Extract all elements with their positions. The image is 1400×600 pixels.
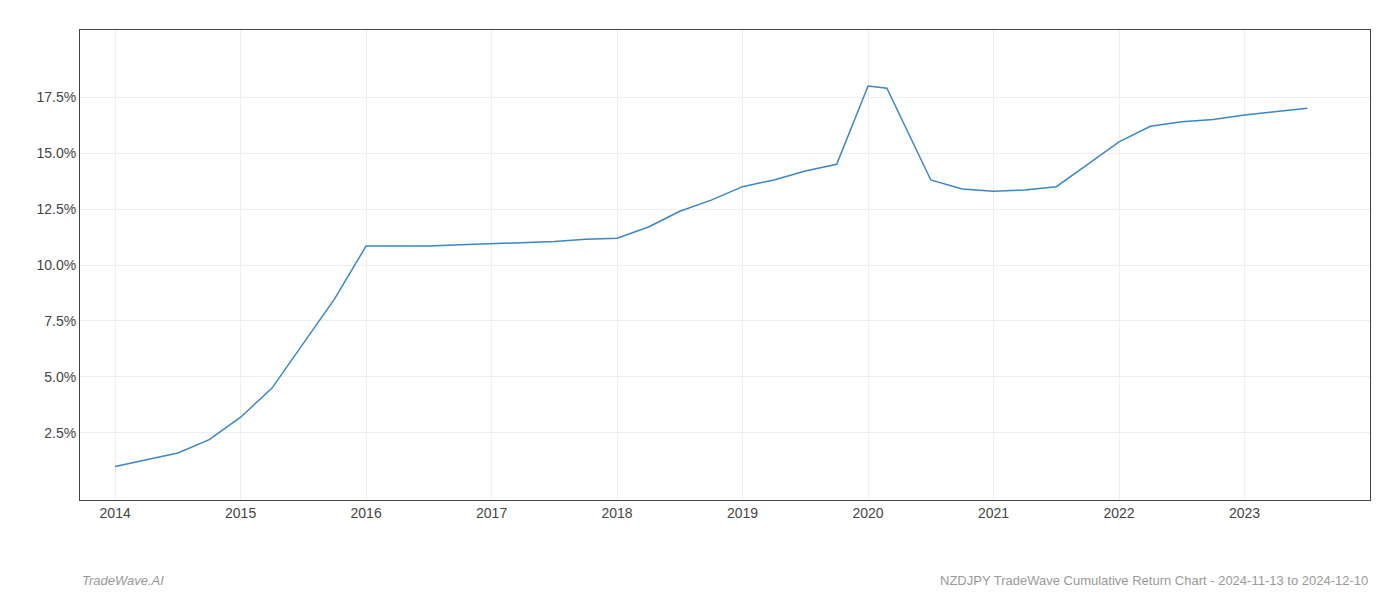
svg-text:2019: 2019 <box>727 505 758 521</box>
svg-text:TradeWave.AI: TradeWave.AI <box>82 573 164 588</box>
svg-text:2020: 2020 <box>852 505 883 521</box>
svg-text:2016: 2016 <box>351 505 382 521</box>
svg-text:2017: 2017 <box>476 505 507 521</box>
svg-text:12.5%: 12.5% <box>36 201 76 217</box>
svg-text:10.0%: 10.0% <box>36 257 76 273</box>
svg-text:2015: 2015 <box>225 505 256 521</box>
svg-text:2018: 2018 <box>602 505 633 521</box>
svg-text:15.0%: 15.0% <box>36 145 76 161</box>
svg-text:7.5%: 7.5% <box>44 313 76 329</box>
svg-text:2023: 2023 <box>1229 505 1260 521</box>
svg-text:5.0%: 5.0% <box>44 369 76 385</box>
svg-text:NZDJPY TradeWave Cumulative Re: NZDJPY TradeWave Cumulative Return Chart… <box>940 573 1368 588</box>
svg-text:17.5%: 17.5% <box>36 89 76 105</box>
svg-text:2.5%: 2.5% <box>44 425 76 441</box>
svg-text:2022: 2022 <box>1103 505 1134 521</box>
svg-text:2021: 2021 <box>978 505 1009 521</box>
svg-text:2014: 2014 <box>100 505 131 521</box>
